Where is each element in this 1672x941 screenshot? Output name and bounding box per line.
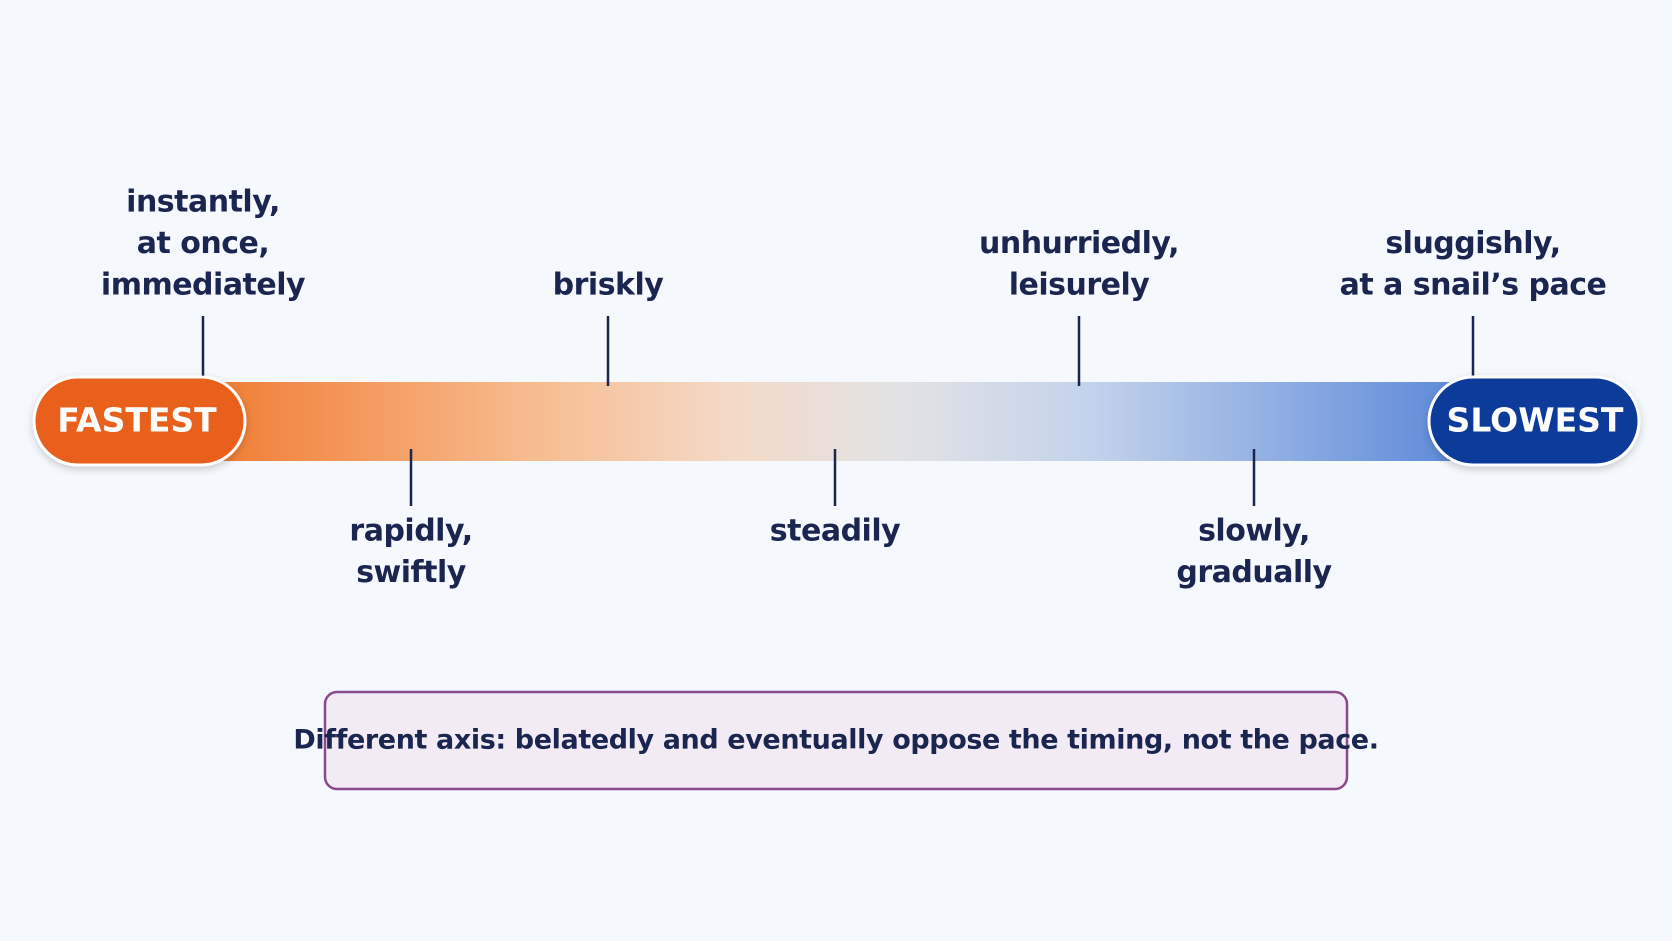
term-label: slowly,: [1198, 514, 1310, 549]
end-label: SLOWEST: [1447, 401, 1624, 440]
ticks: [201, 316, 1475, 506]
term-label: gradually: [1176, 555, 1332, 590]
term-label: at a snail’s pace: [1340, 268, 1607, 303]
note-box: [323, 690, 1349, 791]
term-label: immediately: [101, 268, 306, 303]
term-label: rapidly,: [349, 514, 472, 549]
term-label: leisurely: [1009, 268, 1151, 303]
term-label: instantly,: [126, 184, 280, 219]
note: Different axis: belatedly and eventually…: [293, 725, 1378, 756]
term-label: sluggishly,: [1385, 226, 1560, 261]
term-label: at once,: [137, 226, 270, 261]
end-pill: [1427, 375, 1641, 467]
term-label: briskly: [553, 268, 665, 303]
term-label: steadily: [770, 514, 901, 549]
start-pill: [32, 375, 247, 467]
term-label: unhurriedly,: [979, 226, 1179, 261]
term-label: swiftly: [356, 555, 467, 590]
scale-bar: [200, 382, 1470, 461]
start-label: FASTEST: [57, 401, 217, 440]
